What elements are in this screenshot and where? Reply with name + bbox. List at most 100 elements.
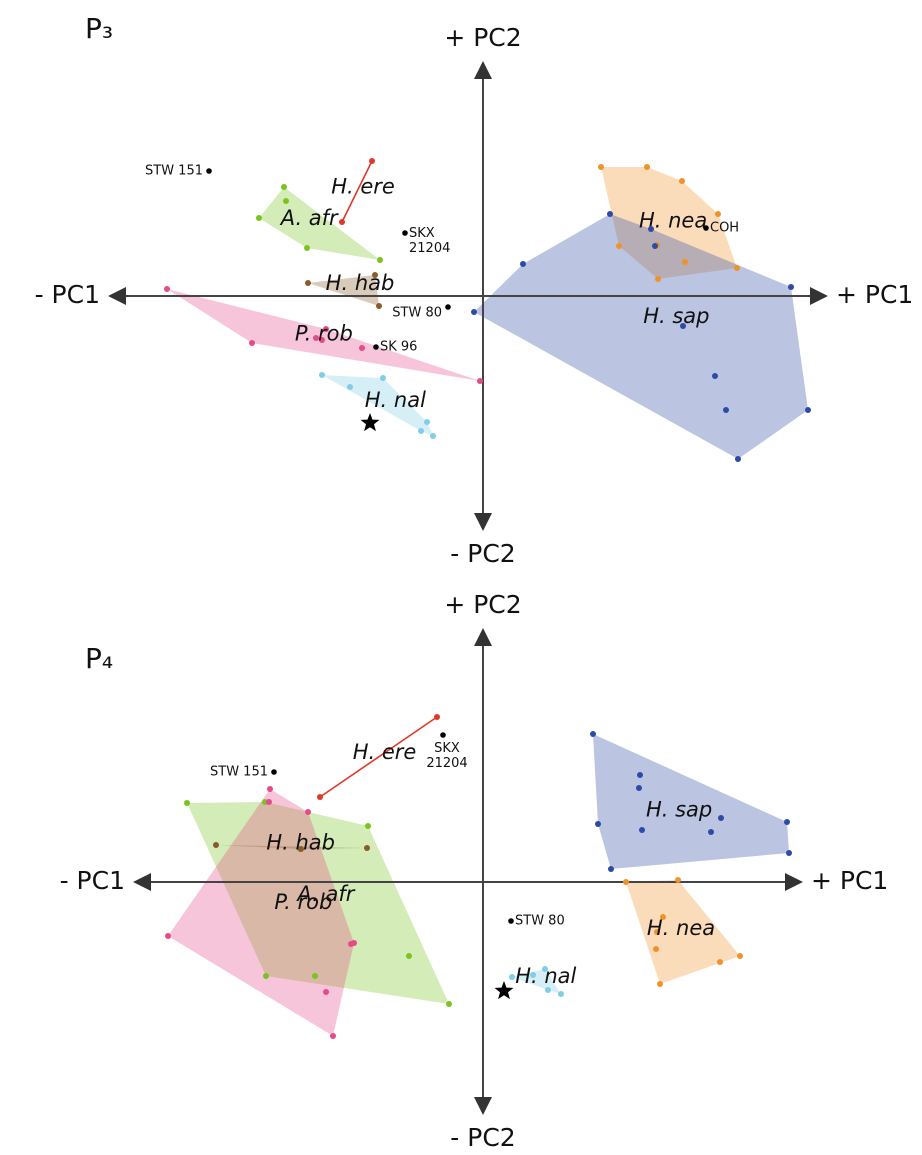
point [654,929,660,935]
point [655,276,661,282]
point [598,164,604,170]
point [446,1001,452,1007]
point [545,987,551,993]
point [652,243,658,249]
group-hull [216,845,367,849]
point [184,800,190,806]
point [313,335,319,341]
point [372,272,378,278]
group-hull [601,167,737,279]
point [424,419,430,425]
point [263,973,269,979]
specimen-point [206,168,212,174]
point [434,714,440,720]
point [359,345,365,351]
specimen-label: COH [710,221,739,236]
point [249,340,255,346]
group-label: P. rob [274,890,332,914]
panel-title: P₃ [85,12,113,45]
group-label: H. hab [266,830,335,854]
point [347,384,353,390]
point [305,809,311,815]
point [708,829,714,835]
point [805,407,811,413]
group-hull [167,289,480,381]
point [737,953,743,959]
point [323,326,329,332]
point [377,257,383,263]
point [281,184,287,190]
specimen-point [402,230,408,236]
point [616,243,622,249]
group-label: H. nal [515,964,576,988]
point [715,211,721,217]
group-label: A. afr [295,882,355,906]
specimen-label: SKX 21204 [426,741,467,771]
specimen-point [373,344,379,350]
point [530,972,536,978]
specimen-point [440,732,446,738]
arrowhead [133,873,151,891]
axis-label: + PC1 [836,280,913,309]
point [418,428,424,434]
axis-label: - PC1 [35,280,100,309]
star-marker [494,981,514,1000]
axis-label: - PC2 [450,1123,515,1152]
group-label: H. hab [326,271,395,295]
point [283,198,289,204]
arrowhead [474,1097,492,1115]
axis-label: - PC2 [450,539,515,568]
group-label: H. ere [331,175,395,199]
point [712,373,718,379]
point [648,226,654,232]
arrowhead [108,287,126,305]
point [380,375,386,381]
specimen-point [445,304,451,310]
point [319,372,325,378]
point [675,877,681,883]
arrowhead [810,287,828,305]
point [312,973,318,979]
point [639,827,645,833]
panel-title: P₄ [85,642,113,675]
point [376,303,382,309]
point [267,786,273,792]
point [558,991,564,997]
specimen-label: SK 96 [380,340,417,355]
point [590,731,596,737]
point [351,940,357,946]
point [637,772,643,778]
group-label: H. nea [647,916,715,940]
point [317,794,323,800]
arrowhead [785,873,803,891]
point [509,974,515,980]
specimen-point [703,225,709,231]
specimen-label: SKX 21204 [409,226,450,256]
point [636,785,642,791]
point [660,914,666,920]
point [718,815,724,821]
group-label: H. ere [353,740,417,764]
point [430,433,436,439]
group-hull [259,187,380,260]
point [304,245,310,251]
point [406,953,412,959]
specimen-point [508,918,514,924]
axis-label: + PC1 [811,866,888,895]
specimen-label: STW 80 [392,306,442,321]
point [339,219,345,225]
point [608,866,614,872]
axis-label: - PC1 [60,866,125,895]
group-label: H. sap [646,798,712,822]
specimen-label: STW 151 [210,765,268,780]
group-label: A. afr [279,206,339,230]
point [164,286,170,292]
point [365,823,371,829]
point [595,821,601,827]
axis-label: + PC2 [444,23,521,52]
group-label: H. sap [643,304,709,328]
point [471,309,477,315]
group-line [319,716,438,798]
panel: P₃ - PC1 + PC1 + PC2 - PC2 A. afr H. ere H. hab… [35,12,914,568]
point [607,211,613,217]
